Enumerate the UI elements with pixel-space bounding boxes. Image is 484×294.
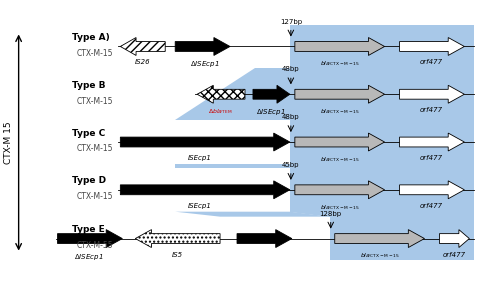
Text: 48bp: 48bp (282, 66, 299, 72)
Text: CTX-M-15: CTX-M-15 (76, 49, 113, 58)
Polygon shape (197, 85, 244, 103)
Polygon shape (253, 85, 289, 103)
Text: bla$_{\rm CTX-M-15}$: bla$_{\rm CTX-M-15}$ (319, 203, 359, 212)
Text: Type C: Type C (72, 128, 106, 138)
Text: Type D: Type D (72, 176, 106, 185)
Text: bla$_{\rm CTX-M-15}$: bla$_{\rm CTX-M-15}$ (319, 155, 359, 164)
Text: IS5: IS5 (171, 251, 182, 258)
Bar (289, 168, 473, 212)
Polygon shape (58, 230, 122, 248)
Text: orf477: orf477 (419, 203, 442, 209)
Text: 48bp: 48bp (282, 114, 299, 120)
Polygon shape (399, 85, 463, 103)
Polygon shape (289, 212, 473, 217)
Polygon shape (399, 181, 463, 199)
Polygon shape (135, 230, 220, 248)
Text: Type E: Type E (72, 225, 105, 234)
Text: CTX-M 15: CTX-M 15 (4, 121, 13, 164)
Text: CTX-M-15: CTX-M-15 (76, 144, 113, 153)
Text: $\Delta$ISEcp1: $\Delta$ISEcp1 (74, 251, 103, 261)
Text: 45bp: 45bp (282, 162, 299, 168)
Text: bla$_{\rm CTX-M-15}$: bla$_{\rm CTX-M-15}$ (319, 59, 359, 68)
Text: ISEcp1: ISEcp1 (188, 155, 212, 161)
Bar (289, 25, 473, 69)
Polygon shape (175, 69, 289, 120)
Polygon shape (399, 38, 463, 56)
Bar (289, 164, 473, 168)
Bar (289, 72, 473, 116)
Polygon shape (294, 133, 384, 151)
Text: bla$_{\rm CTX-M-15}$: bla$_{\rm CTX-M-15}$ (319, 107, 359, 116)
Polygon shape (294, 38, 384, 56)
Text: Type B: Type B (72, 81, 106, 90)
Polygon shape (294, 181, 384, 199)
Polygon shape (294, 85, 384, 103)
Polygon shape (175, 38, 229, 56)
Text: bla$_{\rm CTX-M-15}$: bla$_{\rm CTX-M-15}$ (359, 251, 399, 260)
Text: ISEcp1: ISEcp1 (188, 203, 212, 209)
Text: 128bp: 128bp (319, 211, 341, 217)
Text: orf477: orf477 (419, 155, 442, 161)
Bar (289, 120, 473, 164)
Text: $\Delta$bla$_{\rm TEM}$: $\Delta$bla$_{\rm TEM}$ (207, 107, 232, 116)
Text: Type A): Type A) (72, 33, 110, 42)
Bar (329, 217, 473, 260)
Text: orf477: orf477 (419, 59, 442, 66)
Polygon shape (175, 164, 289, 168)
Text: orf477: orf477 (419, 107, 442, 113)
Text: IS26: IS26 (134, 59, 150, 66)
Polygon shape (334, 230, 424, 248)
Polygon shape (120, 133, 289, 151)
Text: CTX-M-55: CTX-M-55 (76, 241, 113, 250)
Bar (289, 69, 473, 72)
Polygon shape (120, 181, 289, 199)
Polygon shape (120, 38, 165, 56)
Text: CTX-M-15: CTX-M-15 (76, 97, 113, 106)
Text: 127bp: 127bp (279, 19, 302, 25)
Polygon shape (237, 230, 291, 248)
Text: orf477: orf477 (442, 251, 465, 258)
Text: CTX-M-15: CTX-M-15 (76, 192, 113, 201)
Text: $\Delta$ISEcp1: $\Delta$ISEcp1 (256, 107, 285, 117)
Bar (289, 116, 473, 120)
Polygon shape (399, 133, 463, 151)
Polygon shape (175, 212, 329, 217)
Polygon shape (439, 230, 469, 248)
Text: $\Delta$ISEcp1: $\Delta$ISEcp1 (190, 59, 219, 69)
